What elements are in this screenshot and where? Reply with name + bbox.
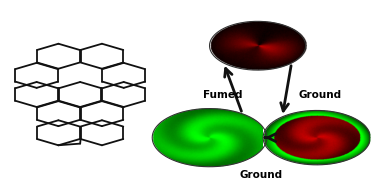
- Text: Ground: Ground: [240, 170, 283, 180]
- Text: Ground: Ground: [299, 90, 342, 99]
- Text: Fumed: Fumed: [203, 90, 242, 99]
